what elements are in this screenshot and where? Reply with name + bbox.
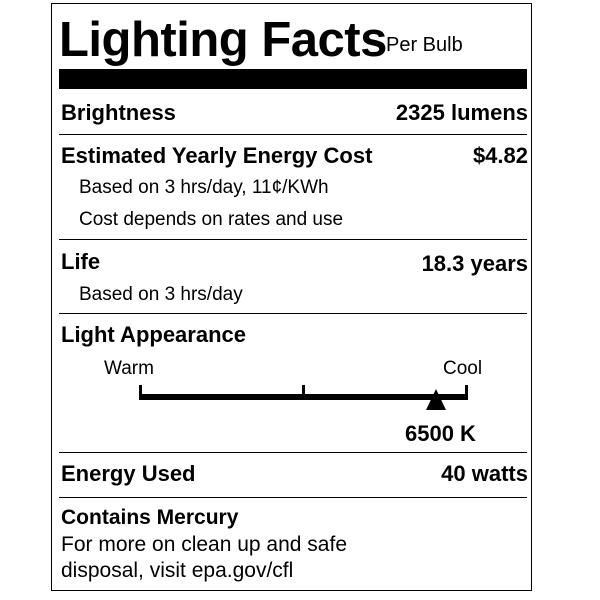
scale-tick: [465, 385, 468, 395]
energy-value: 40 watts: [441, 461, 528, 486]
title-bar: [59, 69, 527, 89]
cost-value: $4.82: [472, 143, 528, 168]
divider: [59, 134, 527, 135]
scale-tick: [139, 385, 142, 395]
appearance-value: 6500 K: [405, 421, 476, 446]
scale-tick: [302, 385, 305, 395]
cost-label: Estimated Yearly Energy Cost: [61, 143, 373, 168]
appearance-marker-icon: [425, 389, 446, 410]
life-label: Life: [61, 249, 101, 274]
divider: [59, 313, 527, 314]
mercury-label: Contains Mercury: [61, 506, 239, 529]
mercury-note: disposal, visit epa.gov/cfl: [61, 559, 294, 582]
cool-label: Cool: [443, 358, 483, 379]
label-title: Lighting Facts: [59, 13, 387, 67]
divider: [59, 452, 527, 453]
life-note: Based on 3 hrs/day: [79, 284, 243, 305]
label-frame: [51, 3, 532, 591]
mercury-note: For more on clean up and safe: [61, 533, 348, 556]
cost-note: Based on 3 hrs/day, 11¢/KWh: [79, 177, 329, 198]
cost-note: Cost depends on rates and use: [79, 209, 344, 230]
warm-label: Warm: [104, 358, 154, 379]
brightness-value: 2325 lumens: [395, 100, 528, 125]
per-bulb: Per Bulb: [386, 34, 463, 56]
divider: [59, 239, 527, 240]
appearance-scale: [139, 394, 468, 400]
energy-label: Energy Used: [61, 461, 196, 486]
divider: [59, 497, 527, 498]
brightness-label: Brightness: [61, 100, 176, 125]
life-value: 18.3 years: [421, 251, 528, 276]
appearance-label: Light Appearance: [61, 322, 246, 347]
